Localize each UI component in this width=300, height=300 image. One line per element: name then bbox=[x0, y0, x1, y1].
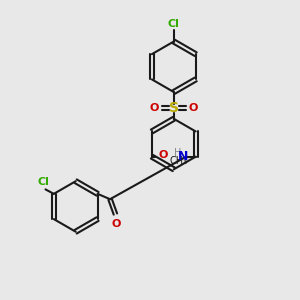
Text: O: O bbox=[158, 151, 168, 160]
Text: Cl: Cl bbox=[168, 19, 180, 29]
Text: H: H bbox=[174, 148, 182, 158]
Text: N: N bbox=[177, 150, 188, 163]
Text: CH₃: CH₃ bbox=[169, 156, 187, 166]
Text: O: O bbox=[150, 103, 159, 113]
Text: S: S bbox=[169, 101, 179, 116]
Text: O: O bbox=[111, 218, 121, 229]
Text: Cl: Cl bbox=[38, 177, 50, 187]
Text: O: O bbox=[188, 103, 198, 113]
